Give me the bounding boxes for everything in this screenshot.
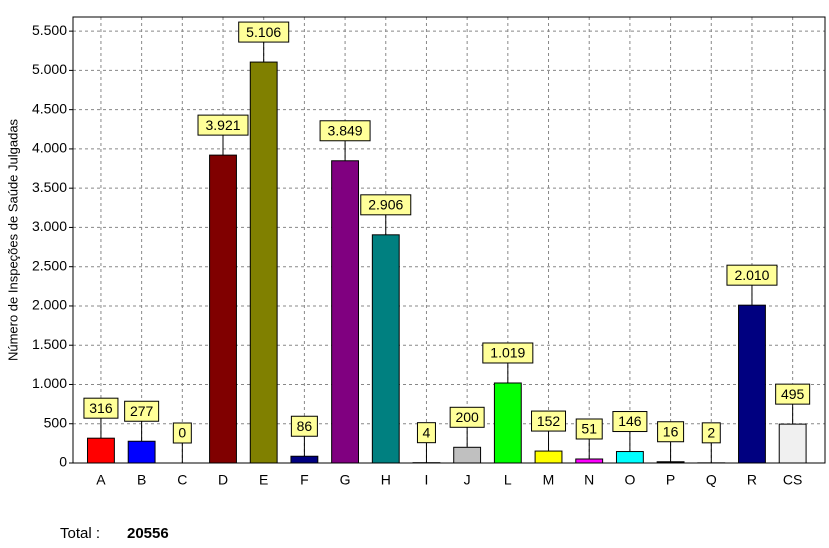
bar	[127, 440, 156, 464]
value-label: 152	[537, 413, 561, 429]
value-label: 495	[781, 386, 805, 402]
bar	[615, 451, 644, 464]
value-label-box	[531, 410, 567, 432]
bar	[778, 423, 807, 464]
y-axis-title: Número de Inspeções de Saúde Julgadas	[5, 118, 20, 361]
value-label-box	[482, 342, 534, 364]
x-tick-label: CS	[783, 472, 802, 488]
value-label-box	[416, 422, 436, 444]
x-tick-label: H	[381, 472, 391, 488]
value-label-box	[575, 418, 603, 440]
bar	[656, 461, 685, 464]
x-tick-label: L	[504, 472, 512, 488]
y-tick-label: 4.000	[32, 140, 67, 156]
y-tick-label: 5.500	[32, 22, 67, 38]
x-tick-label: F	[300, 472, 309, 488]
value-label-box	[775, 383, 811, 405]
bar	[534, 450, 563, 464]
value-label: 3.849	[328, 122, 363, 138]
y-tick-label: 1.000	[32, 375, 67, 391]
bar	[290, 455, 319, 464]
x-tick-label: B	[137, 472, 146, 488]
value-label-box	[83, 397, 119, 419]
value-label-box	[360, 194, 412, 216]
value-label: 4	[423, 424, 431, 440]
value-label-box	[290, 415, 318, 437]
x-tick-label: O	[624, 472, 635, 488]
bar	[249, 61, 278, 464]
x-tick-label: E	[259, 472, 268, 488]
value-label-box	[701, 422, 721, 444]
value-label-box	[124, 400, 160, 422]
bar	[738, 304, 766, 464]
value-label-box	[197, 114, 249, 136]
x-tick-label: Q	[706, 472, 717, 488]
bar	[87, 437, 115, 464]
value-label: 2.010	[734, 267, 769, 283]
x-tick-label: A	[96, 472, 106, 488]
bar	[575, 458, 604, 464]
y-tick-label: 0	[59, 454, 67, 470]
value-label: 2	[707, 425, 715, 441]
value-label: 2.906	[368, 197, 403, 213]
y-tick-label: 5.000	[32, 61, 67, 77]
value-label-box	[449, 406, 485, 428]
value-label-box	[657, 421, 685, 443]
y-tick-label: 1.500	[32, 336, 67, 352]
value-label: 316	[89, 400, 113, 416]
x-tick-label: C	[177, 472, 187, 488]
x-tick-label: R	[747, 472, 757, 488]
value-label: 51	[581, 421, 597, 437]
x-tick-label: P	[666, 472, 675, 488]
total-label: Total :	[60, 525, 100, 542]
value-label: 0	[178, 425, 186, 441]
x-tick-label: M	[543, 472, 555, 488]
y-tick-label: 500	[44, 414, 68, 430]
bar	[493, 382, 522, 464]
bar	[331, 160, 360, 464]
value-label: 3.921	[205, 117, 240, 133]
value-label: 200	[455, 409, 479, 425]
value-label-box	[238, 21, 290, 43]
x-tick-label: N	[584, 472, 594, 488]
value-label: 146	[618, 413, 642, 429]
value-label-box	[612, 411, 648, 433]
y-tick-label: 2.000	[32, 297, 67, 313]
value-label: 1.019	[490, 345, 525, 361]
y-tick-label: 3.000	[32, 218, 67, 234]
plot-frame	[72, 16, 826, 464]
y-tick-label: 2.500	[32, 257, 67, 273]
x-tick-label: J	[464, 472, 471, 488]
value-label-box	[726, 264, 778, 286]
bar	[453, 446, 482, 464]
value-label: 277	[130, 403, 154, 419]
bar	[209, 154, 237, 464]
bar	[371, 234, 400, 464]
value-label-box	[319, 120, 371, 142]
value-label-box	[172, 422, 192, 444]
value-label: 5.106	[246, 24, 281, 40]
value-label: 16	[663, 423, 679, 439]
total-value: 20556	[127, 525, 169, 542]
y-tick-label: 4.500	[32, 100, 67, 116]
y-tick-label: 3.500	[32, 179, 67, 195]
value-label: 86	[297, 418, 313, 434]
x-tick-label: D	[218, 472, 228, 488]
x-tick-label: G	[340, 472, 351, 488]
x-tick-label: I	[425, 472, 429, 488]
